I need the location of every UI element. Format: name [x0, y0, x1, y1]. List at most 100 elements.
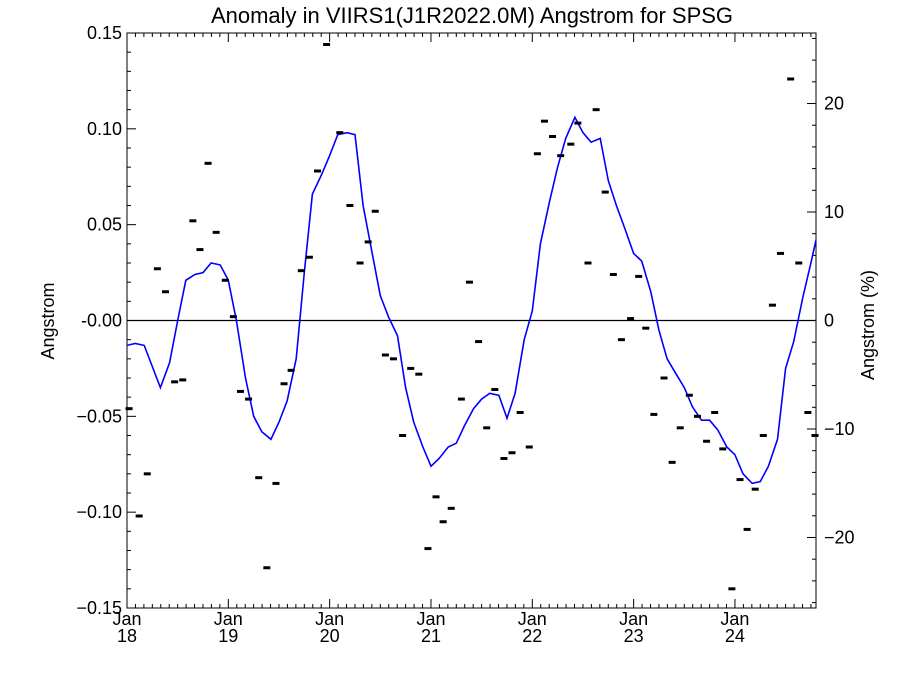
monthly-anomaly-point [143, 472, 151, 476]
y-tick-label: −0.15 [76, 598, 122, 618]
monthly-anomaly-point [703, 439, 711, 443]
y-tick-label: 0.10 [87, 119, 122, 139]
monthly-anomaly-point [125, 407, 133, 411]
monthly-anomaly-point [642, 326, 650, 330]
x-tick-label-month: Jan [214, 609, 243, 629]
monthly-anomaly-point [313, 169, 321, 173]
y-tick-label: 0.05 [87, 215, 122, 235]
monthly-anomaly-point [491, 388, 499, 391]
monthly-anomaly-point [601, 190, 609, 194]
monthly-anomaly-point [407, 366, 415, 370]
x-tick-label-year: 18 [117, 626, 137, 646]
x-tick-label-month: Jan [416, 609, 445, 629]
y-axis-label-right: Angstrom (%) [858, 270, 878, 380]
monthly-anomaly-point [592, 108, 600, 112]
monthly-anomaly-point [389, 357, 397, 361]
x-tick-label-year: 19 [218, 626, 238, 646]
y-right-tick-label: 10 [824, 202, 844, 222]
monthly-anomaly-point [584, 261, 592, 265]
monthly-anomaly-point [346, 204, 354, 207]
chart-title: Anomaly in VIIRS1(J1R2022.0M) Angstrom f… [211, 3, 733, 28]
monthly-anomaly-point [415, 372, 423, 376]
x-tick-label-month: Jan [518, 609, 547, 629]
monthly-anomaly-point [236, 389, 244, 393]
monthly-anomaly-point [557, 154, 565, 158]
monthly-anomaly-point [768, 303, 776, 307]
monthly-anomaly-point [685, 393, 693, 397]
monthly-anomaly-point [356, 261, 364, 265]
y-tick-label: -0.00 [81, 311, 122, 331]
monthly-anomaly-point [229, 315, 237, 319]
monthly-anomaly-point [777, 251, 785, 255]
monthly-anomaly-point [751, 487, 759, 491]
monthly-anomaly-point [811, 434, 819, 437]
x-tick-label-year: 22 [522, 626, 542, 646]
y-axis-label: Angstrom [38, 282, 58, 359]
y-right-tick-label: −20 [824, 527, 855, 547]
monthly-anomaly-point [525, 445, 533, 449]
monthly-anomaly-point [719, 447, 727, 451]
monthly-anomaly-point [574, 121, 582, 125]
series-layer [125, 43, 819, 591]
monthly-anomaly-point [255, 476, 263, 480]
monthly-anomaly-point [795, 261, 803, 265]
monthly-anomaly-point [196, 248, 204, 252]
monthly-anomaly-point [676, 426, 684, 430]
monthly-anomaly-point [693, 414, 701, 418]
y-right-tick-label: 20 [824, 94, 844, 114]
y-tick-label: 0.15 [87, 23, 122, 43]
monthly-anomaly-point [804, 411, 812, 414]
monthly-anomaly-point [179, 378, 187, 382]
monthly-anomaly-point [711, 411, 719, 414]
x-tick-label-month: Jan [315, 609, 344, 629]
monthly-anomaly-point [323, 43, 331, 46]
x-tick-label-year: 24 [725, 626, 745, 646]
anomaly-smoothed-line [126, 115, 817, 485]
x-tick-label-year: 21 [421, 626, 441, 646]
monthly-anomaly-point [787, 77, 795, 81]
y-tick-label: −0.10 [76, 502, 122, 522]
y-right-tick-label: 0 [824, 311, 834, 331]
monthly-anomaly-point [221, 278, 229, 282]
x-tick-label-month: Jan [619, 609, 648, 629]
x-tick-label-month: Jan [112, 609, 141, 629]
monthly-anomaly-point [135, 514, 143, 518]
monthly-anomaly-point [540, 119, 548, 123]
monthly-anomaly-point [483, 426, 491, 430]
monthly-anomaly-point [516, 411, 524, 414]
monthly-anomaly-point [439, 520, 447, 524]
monthly-anomaly-point [432, 495, 440, 499]
monthly-anomaly-point [336, 131, 344, 135]
monthly-anomaly-point [549, 135, 557, 138]
monthly-anomaly-point [189, 219, 197, 223]
monthly-anomaly-point [287, 368, 295, 372]
monthly-anomaly-point [153, 267, 161, 271]
monthly-anomaly-point [364, 240, 372, 244]
monthly-anomaly-point [457, 397, 465, 401]
monthly-anomaly-point [650, 412, 658, 416]
monthly-anomaly-point [171, 380, 179, 384]
monthly-anomaly-point [567, 142, 575, 146]
monthly-anomaly-point [272, 481, 280, 485]
x-tick-label-year: 23 [624, 626, 644, 646]
monthly-anomaly-point [609, 273, 617, 276]
monthly-anomaly-point [500, 457, 508, 460]
monthly-anomaly-point [617, 338, 625, 342]
y-right-tick-label: −10 [824, 419, 855, 439]
monthly-anomaly-point [245, 397, 253, 401]
monthly-anomaly-point [668, 460, 676, 464]
monthly-anomaly-point [475, 340, 483, 344]
monthly-anomaly-point [635, 274, 643, 278]
monthly-anomaly-point [204, 161, 212, 165]
monthly-anomaly-point [371, 209, 379, 213]
monthly-anomaly-point [305, 255, 313, 259]
monthly-anomaly-point [533, 152, 541, 156]
ticks-layer: −0.15 −0.10 −0.05 -0.00 0.05 0.10 0.15 −20 −10 0 1… [76, 23, 854, 646]
monthly-anomaly-point [508, 451, 516, 455]
monthly-anomaly-point [728, 587, 736, 591]
monthly-anomaly-point [447, 506, 455, 510]
monthly-anomaly-point [381, 353, 389, 357]
monthly-anomaly-point [660, 376, 668, 380]
monthly-anomaly-point [280, 382, 288, 386]
